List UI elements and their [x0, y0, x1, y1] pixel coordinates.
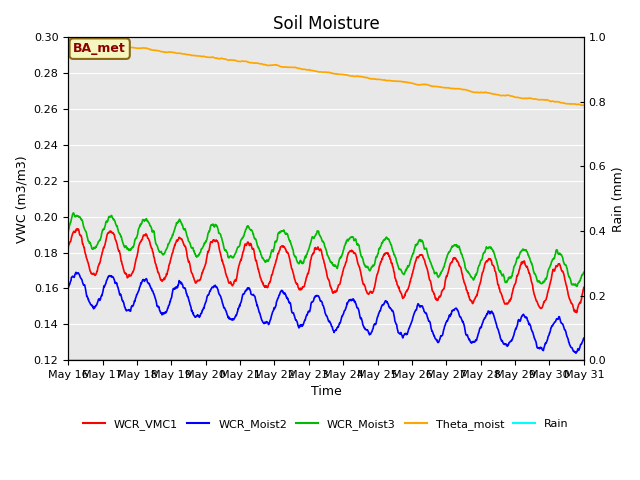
WCR_Moist2 — [237, 300, 244, 306]
Line: WCR_Moist3: WCR_Moist3 — [68, 213, 584, 286]
Theta_moist — [64, 35, 72, 41]
WCR_VMC1 — [237, 256, 244, 262]
Title: Soil Moisture: Soil Moisture — [273, 15, 380, 33]
Y-axis label: Rain (mm): Rain (mm) — [612, 166, 625, 231]
WCR_Moist3 — [167, 237, 175, 243]
X-axis label: Time: Time — [310, 385, 341, 398]
WCR_Moist3 — [519, 246, 527, 252]
Theta_moist — [518, 96, 526, 101]
Rain — [179, 357, 187, 363]
WCR_Moist3 — [237, 238, 244, 243]
Rain — [518, 357, 526, 363]
WCR_VMC1 — [167, 257, 175, 263]
WCR_Moist2 — [72, 269, 80, 275]
WCR_Moist2 — [167, 297, 175, 303]
WCR_Moist2 — [179, 285, 187, 290]
WCR_Moist2 — [474, 334, 481, 340]
WCR_VMC1 — [573, 310, 580, 315]
Rain — [64, 357, 72, 363]
Rain — [237, 357, 244, 363]
Rain — [406, 357, 413, 363]
Text: BA_met: BA_met — [74, 42, 126, 55]
WCR_Moist3 — [474, 269, 481, 275]
WCR_Moist3 — [70, 210, 77, 216]
WCR_Moist2 — [406, 323, 414, 329]
Theta_moist — [406, 80, 413, 85]
Theta_moist — [580, 102, 588, 108]
WCR_VMC1 — [179, 240, 187, 246]
WCR_Moist3 — [580, 269, 588, 275]
Y-axis label: VWC (m3/m3): VWC (m3/m3) — [15, 155, 28, 242]
Rain — [580, 357, 588, 363]
WCR_VMC1 — [580, 285, 588, 290]
WCR_Moist2 — [572, 350, 580, 356]
Theta_moist — [578, 103, 586, 108]
WCR_Moist3 — [406, 259, 414, 265]
WCR_Moist3 — [573, 283, 580, 289]
Line: Theta_moist: Theta_moist — [68, 38, 584, 106]
Theta_moist — [473, 89, 481, 95]
Line: WCR_VMC1: WCR_VMC1 — [68, 229, 584, 312]
WCR_Moist3 — [64, 229, 72, 235]
Theta_moist — [237, 59, 244, 64]
Legend: WCR_VMC1, WCR_Moist2, WCR_Moist3, Theta_moist, Rain: WCR_VMC1, WCR_Moist2, WCR_Moist3, Theta_… — [79, 414, 573, 434]
Theta_moist — [166, 49, 174, 55]
WCR_Moist2 — [580, 335, 588, 341]
WCR_Moist2 — [64, 286, 72, 292]
WCR_VMC1 — [519, 259, 527, 264]
WCR_Moist3 — [179, 226, 187, 231]
Theta_moist — [179, 51, 187, 57]
Rain — [473, 357, 481, 363]
WCR_VMC1 — [64, 245, 72, 251]
WCR_VMC1 — [74, 226, 81, 232]
WCR_Moist2 — [519, 312, 527, 318]
WCR_VMC1 — [406, 279, 414, 285]
Line: WCR_Moist2: WCR_Moist2 — [68, 272, 584, 353]
WCR_VMC1 — [474, 291, 481, 297]
Rain — [166, 357, 174, 363]
